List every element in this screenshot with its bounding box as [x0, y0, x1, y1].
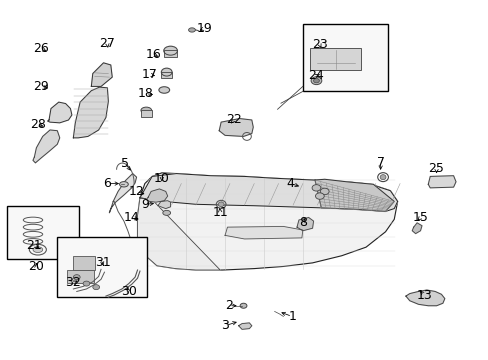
Text: 2: 2: [224, 299, 232, 312]
Ellipse shape: [93, 285, 100, 290]
Text: 19: 19: [196, 22, 212, 35]
Text: 7: 7: [376, 156, 384, 169]
Text: 32: 32: [65, 276, 81, 289]
Text: 3: 3: [221, 319, 228, 332]
Polygon shape: [140, 174, 397, 211]
Text: 20: 20: [28, 260, 44, 273]
Ellipse shape: [311, 185, 320, 191]
Polygon shape: [296, 217, 313, 231]
Bar: [57, 237, 147, 297]
Text: 18: 18: [137, 87, 153, 100]
Ellipse shape: [313, 78, 319, 83]
Polygon shape: [137, 198, 220, 270]
Polygon shape: [47, 102, 72, 123]
Text: 8: 8: [298, 216, 306, 229]
Text: 4: 4: [286, 177, 294, 190]
Polygon shape: [405, 290, 444, 306]
Ellipse shape: [188, 28, 195, 32]
Text: 25: 25: [428, 162, 444, 175]
Text: 12: 12: [128, 185, 144, 198]
Text: 13: 13: [416, 288, 431, 302]
Bar: [161, 72, 172, 78]
Text: 28: 28: [30, 118, 46, 131]
Polygon shape: [411, 223, 421, 234]
Bar: [7, 206, 79, 259]
Text: 24: 24: [308, 69, 324, 82]
Polygon shape: [224, 226, 302, 239]
Text: 21: 21: [26, 239, 42, 252]
Text: 27: 27: [99, 37, 115, 50]
Bar: [141, 110, 151, 117]
Ellipse shape: [159, 87, 169, 93]
Ellipse shape: [315, 193, 324, 199]
Text: 5: 5: [121, 157, 129, 170]
Text: 23: 23: [311, 39, 327, 51]
Bar: [302, 24, 387, 91]
Polygon shape: [73, 87, 108, 138]
Ellipse shape: [73, 275, 80, 280]
Text: 10: 10: [154, 172, 169, 185]
Text: 9: 9: [141, 198, 148, 211]
Ellipse shape: [83, 281, 90, 286]
Ellipse shape: [310, 77, 321, 85]
Text: 16: 16: [145, 48, 161, 61]
Polygon shape: [427, 176, 455, 188]
Polygon shape: [91, 63, 112, 86]
Ellipse shape: [33, 247, 42, 252]
Ellipse shape: [141, 107, 151, 113]
Bar: [163, 50, 177, 57]
Polygon shape: [238, 323, 251, 329]
Text: 6: 6: [103, 177, 111, 190]
Polygon shape: [158, 201, 170, 208]
Text: 26: 26: [33, 42, 49, 55]
Text: 11: 11: [212, 206, 227, 219]
Polygon shape: [137, 173, 397, 270]
Bar: [73, 256, 95, 270]
Ellipse shape: [320, 188, 328, 195]
Text: 17: 17: [142, 68, 157, 81]
Text: 31: 31: [95, 256, 110, 269]
Bar: [309, 48, 361, 70]
Ellipse shape: [163, 210, 170, 215]
Ellipse shape: [218, 202, 224, 207]
Polygon shape: [219, 118, 253, 136]
Ellipse shape: [240, 303, 246, 308]
Text: 30: 30: [121, 285, 137, 298]
Ellipse shape: [163, 46, 177, 55]
Ellipse shape: [161, 68, 172, 76]
Text: 14: 14: [123, 211, 139, 224]
Ellipse shape: [119, 181, 128, 187]
Text: 15: 15: [412, 211, 427, 224]
Polygon shape: [109, 174, 136, 213]
Text: 29: 29: [33, 80, 49, 93]
Polygon shape: [314, 179, 393, 211]
Polygon shape: [146, 189, 167, 202]
Bar: [67, 270, 94, 283]
Text: 1: 1: [287, 310, 295, 323]
Ellipse shape: [379, 175, 385, 180]
Text: 22: 22: [225, 113, 241, 126]
Polygon shape: [33, 130, 60, 163]
